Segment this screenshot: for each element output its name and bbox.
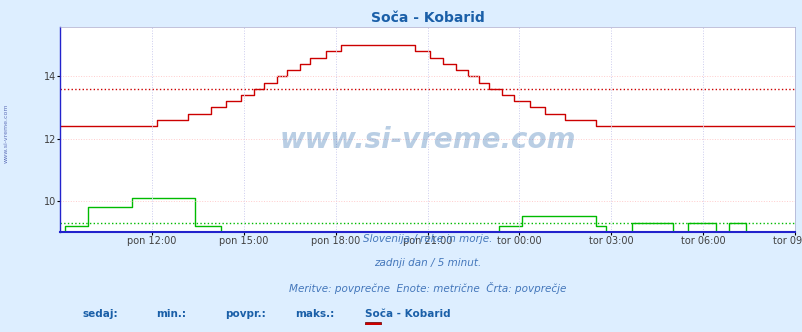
Text: povpr.:: povpr.: — [225, 308, 266, 318]
Text: min.:: min.: — [156, 308, 185, 318]
Text: zadnji dan / 5 minut.: zadnji dan / 5 minut. — [374, 258, 480, 268]
Title: Soča - Kobarid: Soča - Kobarid — [371, 11, 484, 25]
Text: Slovenija / reke in morje.: Slovenija / reke in morje. — [363, 234, 492, 244]
Text: Meritve: povprečne  Enote: metrične  Črta: povprečje: Meritve: povprečne Enote: metrične Črta:… — [289, 283, 565, 294]
Text: sedaj:: sedaj: — [82, 308, 118, 318]
Text: Soča - Kobarid: Soča - Kobarid — [365, 308, 450, 318]
Text: www.si-vreme.com: www.si-vreme.com — [279, 125, 575, 153]
Text: www.si-vreme.com: www.si-vreme.com — [4, 103, 9, 163]
Bar — [365, 322, 381, 332]
Text: maks.:: maks.: — [295, 308, 334, 318]
